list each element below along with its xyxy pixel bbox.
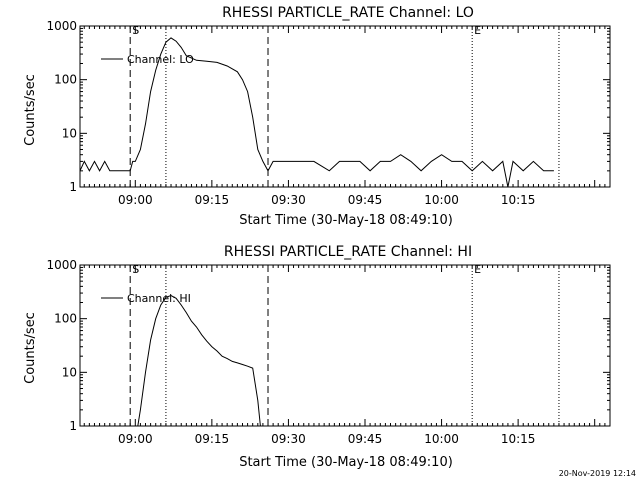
x-tick-label: 09:00 <box>118 432 153 446</box>
series-line-lo <box>79 37 554 188</box>
y-tick-label: 1000 <box>46 258 77 272</box>
x-tick-label: 10:15 <box>501 193 536 207</box>
y-tick-label: 100 <box>54 312 77 326</box>
x-tick-label: 09:45 <box>348 432 383 446</box>
x-tick-label: 09:00 <box>118 193 153 207</box>
x-axis-label: Start Time (30-May-18 08:49:10) <box>239 455 453 470</box>
x-axis-label: Start Time (30-May-18 08:49:10) <box>239 213 453 228</box>
x-tick-label: 09:45 <box>348 193 383 207</box>
marker-label: S <box>132 24 139 37</box>
x-tick-label: 10:15 <box>501 432 536 446</box>
marker-label: E <box>474 263 481 276</box>
x-tick-label: 10:00 <box>424 432 459 446</box>
plot-frame <box>79 25 611 188</box>
x-tick-label: 09:30 <box>271 432 306 446</box>
y-axis-label: Counts/sec <box>23 312 38 384</box>
y-tick-label: 1000 <box>46 19 77 33</box>
x-tick-label: 09:15 <box>195 193 230 207</box>
y-tick-label: 1 <box>69 419 77 433</box>
x-tick-label: 10:00 <box>424 193 459 207</box>
chart-title: RHESSI PARTICLE_RATE Channel: LO <box>222 5 474 21</box>
y-tick-label: 10 <box>62 126 77 140</box>
chart-title: RHESSI PARTICLE_RATE Channel: HI <box>224 244 472 260</box>
marker-label: S <box>132 263 139 276</box>
y-tick-label: 1 <box>69 180 77 194</box>
legend-label: Channel: HI <box>127 292 191 305</box>
marker-label: E <box>474 24 481 37</box>
x-tick-label: 09:30 <box>271 193 306 207</box>
y-axis-label: Counts/sec <box>23 74 38 146</box>
legend-label: Channel: LO <box>127 53 194 66</box>
chart-panel-hi: RHESSI PARTICLE_RATE Channel: HI 1 10 100 1… <box>23 244 611 470</box>
series-line-hi <box>137 294 261 427</box>
y-tick-label: 10 <box>62 365 77 379</box>
y-tick-label: 100 <box>54 73 77 87</box>
plot-frame <box>79 264 611 427</box>
x-tick-label: 09:15 <box>195 432 230 446</box>
chart-panel-lo: RHESSI PARTICLE_RATE Channel: LO 1 10 100 1… <box>23 5 611 228</box>
footer-timestamp: 20-Nov-2019 12:14 <box>559 469 636 478</box>
